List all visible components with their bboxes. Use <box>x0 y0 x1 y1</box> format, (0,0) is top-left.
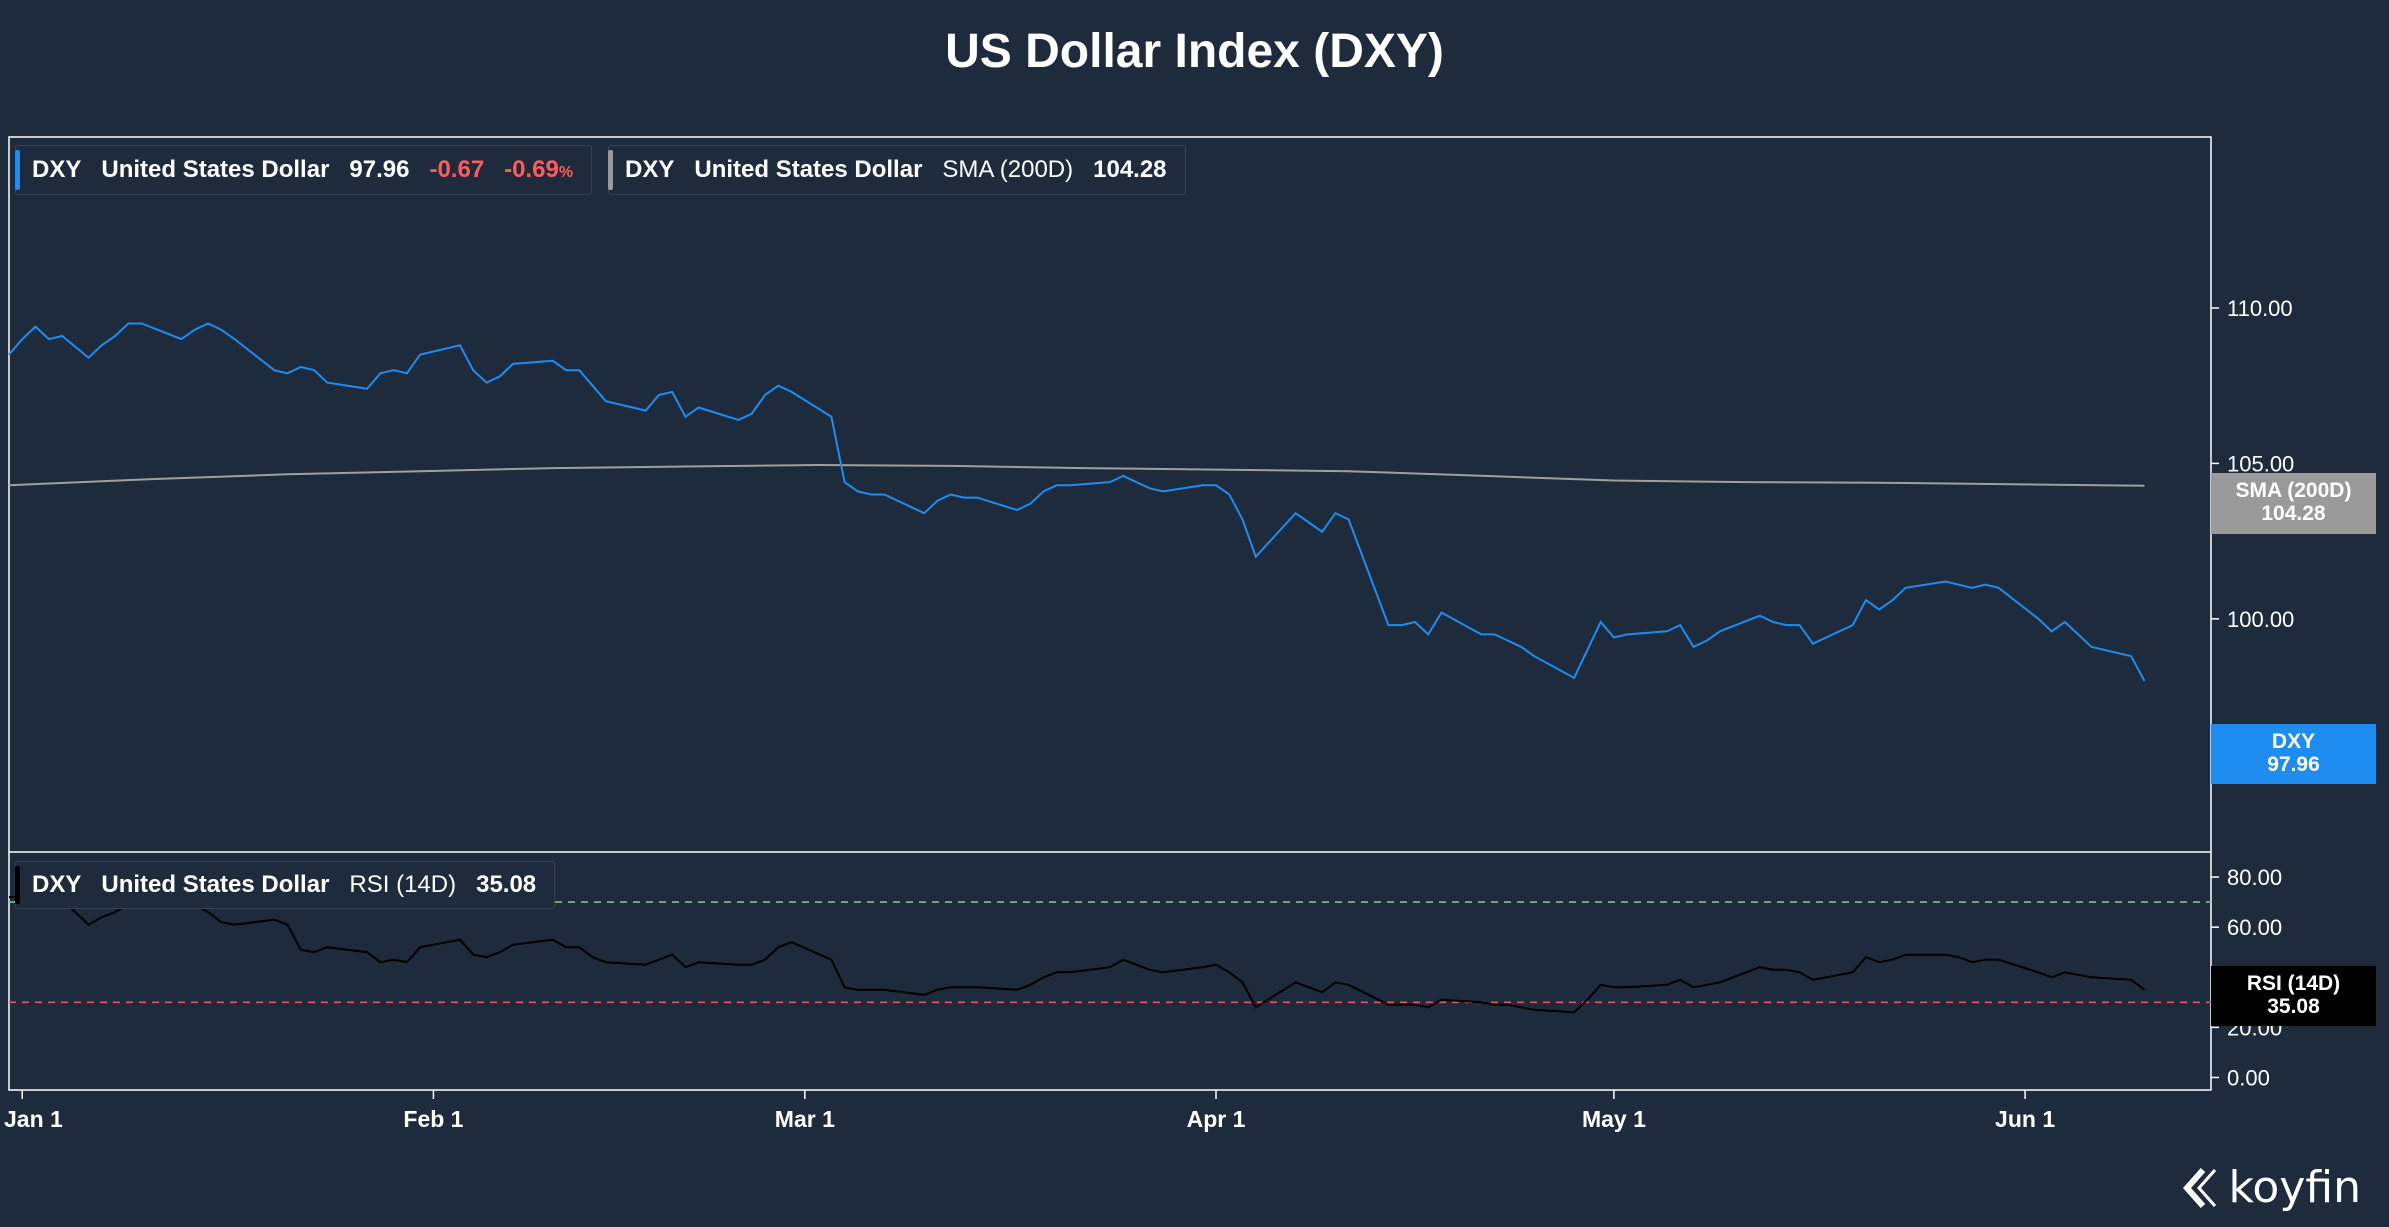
legend-dxy-change-pct: -0.69% <box>504 156 573 184</box>
legend-dxy-change: -0.67 <box>429 156 485 183</box>
plot-frame <box>8 136 2212 1091</box>
dxy-price-line <box>8 322 2146 682</box>
legend-dxy-pct-sign: % <box>558 164 574 181</box>
xtick-label: Jan 1 <box>4 1106 63 1132</box>
series-layer <box>8 322 2146 1014</box>
sma-tag-value: 104.28 <box>2261 502 2326 525</box>
legend-dxy[interactable]: DXY United States Dollar 97.96 -0.67 -0.… <box>15 145 593 195</box>
price-ytick-label: 105.00 <box>2227 451 2294 476</box>
xtick-label: Feb 1 <box>403 1106 463 1132</box>
legend-rsi-color-bar <box>15 866 20 904</box>
sma-value-tag: SMA (200D) 104.28 <box>2211 473 2376 534</box>
legend-sma[interactable]: DXY United States Dollar SMA (200D) 104.… <box>608 145 1186 195</box>
sma-200d-line <box>8 463 2145 487</box>
xtick-label: Mar 1 <box>775 1106 835 1132</box>
rsi-ytick-label: 0.00 <box>2227 1065 2270 1090</box>
rsi-ytick-label: 80.00 <box>2227 865 2282 890</box>
dxy-tag-value: 97.96 <box>2267 753 2320 776</box>
legend-rsi-indicator: RSI (14D) <box>349 871 457 898</box>
rsi-14d-line <box>9 893 2146 1014</box>
legend-dxy-change-pct-value: -0.69 <box>504 156 559 183</box>
legend-dxy-name: United States Dollar <box>101 156 330 183</box>
reference-lines <box>9 901 2211 1004</box>
koyfin-chevron-icon <box>2182 1167 2216 1208</box>
dxy-tag-label: DXY <box>2271 730 2316 753</box>
legend-dxy-ticker: DXY <box>32 156 82 183</box>
legend-rsi-name: United States Dollar <box>101 871 330 898</box>
legend-dxy-color-bar <box>15 150 20 190</box>
xtick-label: Jun 1 <box>1995 1106 2055 1132</box>
xtick-label: Apr 1 <box>1187 1106 1246 1132</box>
dxy-value-tag: DXY 97.96 <box>2211 724 2376 784</box>
rsi-tag-label: RSI (14D) <box>2246 972 2341 995</box>
legend-sma-value: 104.28 <box>1093 156 1167 183</box>
legend-sma-ticker: DXY <box>625 156 675 183</box>
koyfin-logo: koyfin <box>2181 1162 2361 1213</box>
sma-tag-label: SMA (200D) <box>2235 479 2352 502</box>
ticks-layer: 100.00105.00110.000.0020.0060.0080.00Jan… <box>4 296 2294 1132</box>
legend-dxy-last: 97.96 <box>349 156 410 183</box>
rsi-value-tag: RSI (14D) 35.08 <box>2211 966 2376 1026</box>
price-ytick-label: 110.00 <box>2227 296 2293 321</box>
logo-text: koyfin <box>2228 1162 2361 1213</box>
xtick-label: May 1 <box>1582 1106 1646 1132</box>
axes-layer <box>8 136 2212 1091</box>
rsi-tag-value: 35.08 <box>2267 995 2320 1018</box>
legend-sma-indicator: SMA (200D) <box>942 156 1074 183</box>
legend-rsi-value: 35.08 <box>476 871 537 898</box>
legend-rsi[interactable]: DXY United States Dollar RSI (14D) 35.08 <box>15 861 556 909</box>
legend-sma-name: United States Dollar <box>694 156 923 183</box>
legend-sma-color-bar <box>608 150 613 190</box>
price-ytick-label: 100.00 <box>2227 607 2294 632</box>
legend-rsi-ticker: DXY <box>32 871 82 898</box>
chart-title: US Dollar Index (DXY) <box>945 25 1444 78</box>
rsi-ytick-label: 60.00 <box>2227 915 2282 940</box>
